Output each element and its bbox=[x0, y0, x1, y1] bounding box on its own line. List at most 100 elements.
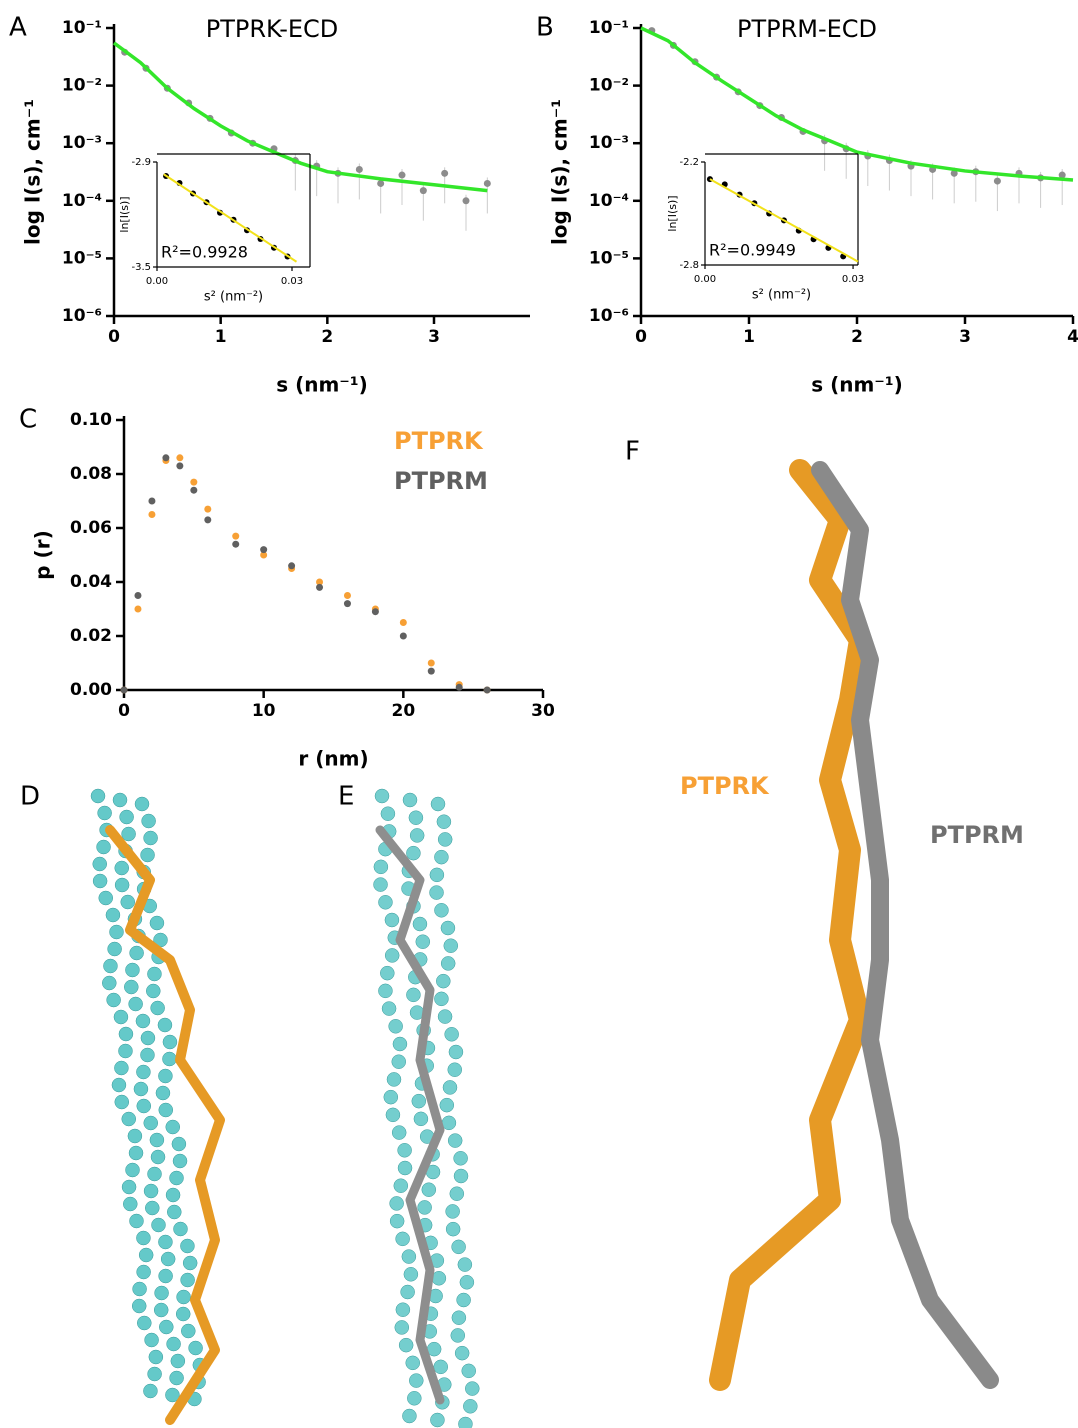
bead bbox=[151, 1217, 166, 1233]
bead bbox=[92, 856, 107, 872]
bead bbox=[140, 1047, 155, 1063]
point bbox=[260, 551, 268, 559]
x-axis-label: s (nm⁻¹) bbox=[811, 373, 903, 397]
bead bbox=[120, 894, 136, 910]
y-tick-label: 10⁻³ bbox=[62, 133, 102, 153]
ribbon bbox=[375, 825, 445, 1405]
point bbox=[398, 171, 406, 179]
bead bbox=[158, 1068, 173, 1084]
bead bbox=[442, 1080, 458, 1095]
point bbox=[120, 686, 128, 694]
bead bbox=[114, 860, 129, 876]
annotation: R²=0.9949 bbox=[709, 241, 796, 260]
bead bbox=[173, 1221, 188, 1237]
point bbox=[134, 592, 142, 599]
panel-letter: D bbox=[20, 782, 40, 812]
bead bbox=[159, 1319, 174, 1335]
bead bbox=[113, 1009, 129, 1025]
bead bbox=[459, 1275, 475, 1290]
bead bbox=[413, 1111, 429, 1127]
bead bbox=[408, 810, 424, 825]
bead bbox=[144, 1332, 159, 1348]
bead bbox=[409, 828, 425, 843]
bead bbox=[121, 826, 136, 842]
series-line bbox=[709, 178, 859, 263]
y-tick-label: 0.10 bbox=[70, 410, 112, 430]
bead bbox=[136, 1230, 151, 1246]
bead bbox=[131, 1298, 147, 1314]
point bbox=[148, 497, 156, 505]
bead bbox=[162, 1034, 178, 1050]
point bbox=[134, 605, 142, 613]
bead bbox=[169, 1370, 184, 1386]
bead bbox=[433, 1359, 448, 1375]
panel-letter: F bbox=[625, 437, 640, 467]
y-tick-label: 10⁻⁶ bbox=[589, 306, 629, 326]
bead bbox=[162, 1051, 177, 1067]
bead bbox=[445, 1204, 460, 1219]
series-line bbox=[112, 41, 488, 193]
bead bbox=[429, 885, 444, 900]
point bbox=[204, 516, 212, 524]
point bbox=[316, 578, 324, 586]
bead bbox=[436, 973, 451, 989]
bead bbox=[149, 1132, 165, 1148]
point bbox=[377, 179, 385, 187]
bead bbox=[98, 890, 114, 906]
bead bbox=[143, 1115, 159, 1131]
bead bbox=[373, 859, 389, 875]
bead bbox=[140, 1030, 156, 1046]
bead bbox=[397, 1143, 412, 1158]
bead bbox=[143, 1383, 158, 1399]
bead bbox=[158, 1102, 174, 1118]
y-tick-label: 10⁻⁴ bbox=[589, 191, 629, 211]
bead bbox=[445, 1221, 461, 1237]
point bbox=[190, 478, 198, 486]
bead bbox=[380, 965, 395, 981]
y-axis-label: ln[I(s)] bbox=[666, 195, 679, 231]
bead bbox=[429, 867, 445, 883]
y-tick-label: 10⁻¹ bbox=[589, 18, 629, 38]
bead bbox=[140, 847, 155, 863]
y-tick-label: 10⁻² bbox=[62, 76, 102, 96]
bead bbox=[188, 1340, 203, 1356]
y-tick-label: 10⁻⁴ bbox=[62, 191, 102, 211]
y-tick-label: 10⁻⁶ bbox=[62, 306, 102, 326]
bead bbox=[128, 1145, 144, 1161]
panel-letter: E bbox=[338, 782, 354, 812]
x-tick-label: 0.03 bbox=[842, 274, 864, 285]
point bbox=[176, 462, 184, 470]
x-tick-label: 0 bbox=[635, 327, 647, 347]
bead bbox=[461, 1363, 476, 1379]
bead bbox=[97, 805, 112, 821]
y-tick-label: -2.8 bbox=[679, 260, 699, 271]
bead bbox=[158, 1268, 173, 1284]
bead bbox=[103, 958, 118, 974]
bead bbox=[392, 1036, 408, 1052]
bead bbox=[147, 966, 162, 982]
bead bbox=[405, 1355, 420, 1371]
point bbox=[399, 632, 407, 640]
bead bbox=[403, 1267, 419, 1282]
bead bbox=[147, 1166, 162, 1182]
y-tick-label: 10⁻⁵ bbox=[62, 248, 102, 268]
bead bbox=[138, 1247, 154, 1263]
bead bbox=[454, 1345, 470, 1361]
point bbox=[288, 562, 296, 570]
x-tick-label: 2 bbox=[851, 327, 863, 347]
point bbox=[343, 600, 351, 608]
bead bbox=[112, 792, 128, 808]
bead bbox=[448, 1044, 464, 1060]
bead bbox=[465, 1381, 480, 1396]
bead bbox=[430, 1412, 445, 1428]
bead bbox=[402, 792, 418, 808]
bead bbox=[434, 903, 449, 918]
x-tick-label: 0.00 bbox=[694, 274, 716, 285]
bead bbox=[437, 832, 453, 847]
bead bbox=[406, 987, 421, 1003]
y-tick-label: 0.06 bbox=[70, 518, 112, 538]
bead bbox=[165, 1119, 181, 1135]
bead bbox=[401, 1249, 417, 1264]
series-line bbox=[640, 26, 1074, 182]
y-tick-label: 10⁻² bbox=[589, 76, 629, 96]
